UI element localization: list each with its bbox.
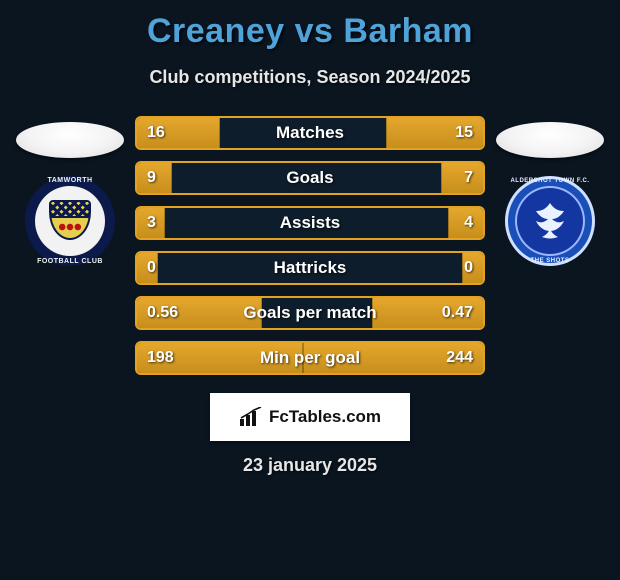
crest-left-name: TAMWORTH: [25, 177, 115, 184]
watermark: FcTables.com: [210, 393, 410, 441]
stat-label: Hattricks: [274, 258, 347, 278]
stat-value-right: 0: [464, 259, 473, 277]
player-photo-right: [496, 122, 604, 158]
bars-icon: [239, 407, 263, 427]
title-vs: vs: [295, 12, 334, 50]
stat-label: Min per goal: [260, 348, 360, 368]
phoenix-icon: [526, 197, 574, 245]
stat-value-right: 15: [455, 124, 473, 142]
stat-value-left: 0.56: [147, 304, 178, 322]
stat-value-left: 16: [147, 124, 165, 142]
comparison-card: Creaney vs Barham Club competitions, Sea…: [0, 0, 620, 580]
stat-value-left: 3: [147, 214, 156, 232]
page-title: Creaney vs Barham: [147, 12, 473, 51]
watermark-text: FcTables.com: [269, 407, 381, 427]
stat-value-right: 4: [464, 214, 473, 232]
subtitle: Club competitions, Season 2024/2025: [149, 67, 470, 88]
stat-label: Matches: [276, 123, 344, 143]
stats-list: 16 Matches 15 9 Goals 7 3 Assists 4 0 Hattricks 0 0.…: [135, 116, 485, 375]
stat-label: Goals per match: [243, 303, 376, 323]
stat-fill-right: [441, 163, 483, 193]
club-crest-left: TAMWORTH FOOTBALL CLUB: [25, 176, 115, 266]
crest-right-name: ALDERSHOT TOWN F.C.: [505, 178, 595, 184]
stat-label: Assists: [280, 213, 340, 233]
content-row: TAMWORTH FOOTBALL CLUB 16 Matches 15 9 Goals…: [0, 116, 620, 375]
player-photo-left: [16, 122, 124, 158]
stat-value-left: 9: [147, 169, 156, 187]
stat-row: 3 Assists 4: [135, 206, 485, 240]
stat-row: 0 Hattricks 0: [135, 251, 485, 285]
stat-row: 9 Goals 7: [135, 161, 485, 195]
left-column: TAMWORTH FOOTBALL CLUB: [15, 116, 125, 266]
stat-value-left: 0: [147, 259, 156, 277]
club-crest-right: ALDERSHOT TOWN F.C. THE SHOTS: [505, 176, 595, 266]
stat-row: 0.56 Goals per match 0.47: [135, 296, 485, 330]
date: 23 january 2025: [243, 455, 377, 476]
stat-value-left: 198: [147, 349, 174, 367]
crest-right-sub: THE SHOTS: [505, 258, 595, 264]
stat-row: 16 Matches 15: [135, 116, 485, 150]
stat-value-right: 244: [446, 349, 473, 367]
stat-value-right: 7: [464, 169, 473, 187]
stat-label: Goals: [286, 168, 333, 188]
stat-row: 198 Min per goal 244: [135, 341, 485, 375]
crest-left-sub: FOOTBALL CLUB: [25, 258, 115, 265]
title-right: Barham: [343, 12, 473, 50]
title-left: Creaney: [147, 12, 285, 50]
right-column: ALDERSHOT TOWN F.C. THE SHOTS: [495, 116, 605, 266]
stat-value-right: 0.47: [442, 304, 473, 322]
